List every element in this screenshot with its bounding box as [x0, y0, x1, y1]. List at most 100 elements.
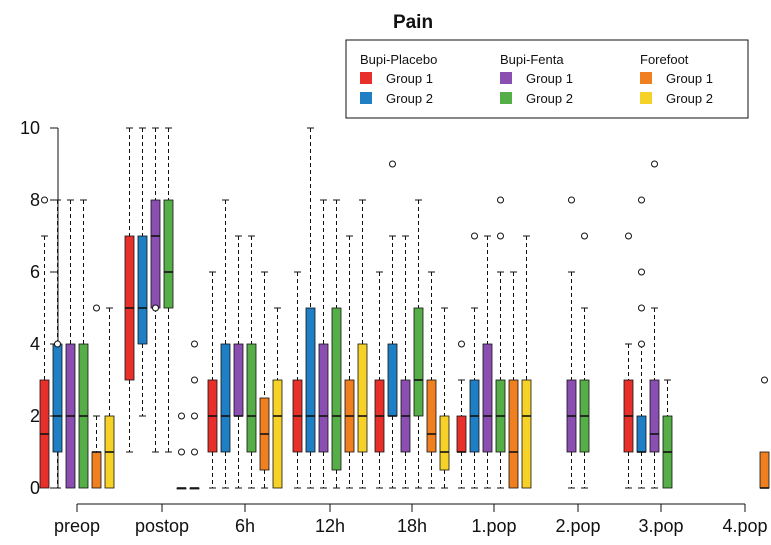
legend-swatch-1-1 — [500, 92, 512, 104]
box-iqr — [91, 451, 102, 489]
box-12h-series-5 — [357, 199, 368, 489]
box-iqr — [636, 415, 647, 453]
outlier-0 — [625, 232, 632, 240]
box-preop-series-1 — [52, 199, 63, 489]
box-iqr — [233, 343, 244, 417]
outlier-1 — [497, 232, 504, 240]
box-6h-series-0 — [207, 271, 218, 489]
box-18h-series-1 — [387, 160, 398, 489]
outlier-0 — [651, 160, 658, 168]
box-iqr — [456, 415, 467, 453]
box-6h-series-3 — [246, 235, 257, 489]
box-iqr — [331, 307, 342, 471]
box-18h-series-4 — [426, 271, 437, 489]
outlier-3 — [638, 340, 645, 348]
y-tick-label-8: 8 — [30, 190, 40, 210]
legend-swatch-0-1 — [360, 92, 372, 104]
box-preop-series-0 — [39, 196, 50, 489]
x-tick-label-3.pop: 3.pop — [638, 516, 683, 536]
legend-label-0-1: Group 2 — [386, 91, 433, 106]
y-tick-label-2: 2 — [30, 406, 40, 426]
y-tick-label-4: 4 — [30, 334, 40, 354]
box-12h-series-2 — [318, 199, 329, 489]
box-12h-series-1 — [305, 127, 316, 489]
outlier-0 — [93, 304, 100, 312]
box-iqr — [649, 379, 660, 453]
box-iqr — [387, 343, 398, 417]
box-iqr — [305, 307, 316, 453]
box-6h-series-1 — [220, 199, 231, 489]
box-preop-series-5 — [104, 307, 115, 489]
y-tick-label-0: 0 — [30, 478, 40, 498]
outlier-2 — [191, 412, 198, 420]
legend-heading-2: Forefoot — [640, 52, 689, 67]
outlier-3 — [191, 448, 198, 456]
outlier-0 — [191, 340, 198, 348]
box-3.pop-series-3 — [662, 379, 673, 489]
box-preop-series-3 — [78, 199, 89, 489]
y-tick-label-6: 6 — [30, 262, 40, 282]
box-1.pop-series-4 — [508, 271, 519, 489]
box-iqr — [246, 343, 257, 453]
legend-heading-1: Bupi-Fenta — [500, 52, 564, 67]
box-12h-series-4 — [344, 235, 355, 489]
box-18h-series-3 — [413, 199, 424, 489]
box-postop-series-0 — [124, 127, 135, 453]
x-tick-label-1.pop: 1.pop — [471, 516, 516, 536]
x-tick-label-12h: 12h — [315, 516, 345, 536]
box-2.pop-series-3 — [579, 232, 590, 489]
box-postop-series-5 — [189, 340, 200, 490]
outlier-0 — [152, 304, 159, 312]
box-iqr — [150, 199, 161, 309]
chart-legend: Bupi-Placebo Group 1 Group 2 Bupi-Fenta Grou… — [345, 39, 749, 119]
box-iqr — [137, 235, 148, 345]
box-6h-series-2 — [233, 235, 244, 489]
x-tick-label-preop: preop — [54, 516, 100, 536]
legend-label-2-0: Group 1 — [666, 71, 713, 86]
box-1.pop-series-0 — [456, 340, 467, 489]
outlier-0 — [581, 232, 588, 240]
legend-swatch-1-0 — [500, 72, 512, 84]
box-4.pop-series-4 — [759, 376, 770, 489]
x-tick-label-6h: 6h — [235, 516, 255, 536]
box-12h-series-3 — [331, 199, 342, 489]
box-12h-series-0 — [292, 271, 303, 489]
box-iqr — [426, 379, 437, 453]
legend-label-1-1: Group 2 — [526, 91, 573, 106]
plot-area — [39, 127, 770, 490]
box-postop-series-3 — [163, 127, 174, 453]
outlier-0 — [41, 196, 48, 204]
box-postop-series-4 — [176, 412, 187, 490]
box-1.pop-series-1 — [469, 232, 480, 489]
box-18h-series-0 — [374, 271, 385, 489]
legend-label-1-0: Group 1 — [526, 71, 573, 86]
box-iqr — [508, 379, 519, 489]
legend-swatch-2-1 — [640, 92, 652, 104]
box-iqr — [52, 343, 63, 453]
box-1.pop-series-3 — [495, 196, 506, 489]
outlier-0 — [458, 340, 465, 348]
outlier-2 — [638, 304, 645, 312]
outlier-0 — [761, 376, 768, 384]
box-18h-series-5 — [439, 307, 450, 489]
outlier-0 — [497, 196, 504, 204]
y-axis: 0 2 4 6 8 10 — [20, 118, 59, 498]
legend-border — [345, 39, 749, 119]
x-tick-label-18h: 18h — [397, 516, 427, 536]
x-axis: preop postop 6h 12h 18h 1.pop 2.pop 3.pop 4.pop — [54, 503, 768, 536]
legend-label-0-0: Group 1 — [386, 71, 433, 86]
box-iqr — [220, 343, 231, 453]
y-tick-label-10: 10 — [20, 118, 40, 138]
box-iqr — [272, 379, 283, 489]
box-iqr — [318, 343, 329, 453]
outlier-0 — [178, 448, 185, 456]
box-6h-series-4 — [259, 271, 270, 489]
box-preop-series-4 — [91, 304, 102, 489]
box-iqr — [413, 307, 424, 417]
box-iqr — [482, 343, 493, 453]
box-iqr — [163, 199, 174, 309]
outlier-0 — [638, 196, 645, 204]
chart-title: Pain — [393, 12, 433, 33]
x-tick-label-postop: postop — [135, 516, 189, 536]
box-postop-series-1 — [137, 127, 148, 417]
